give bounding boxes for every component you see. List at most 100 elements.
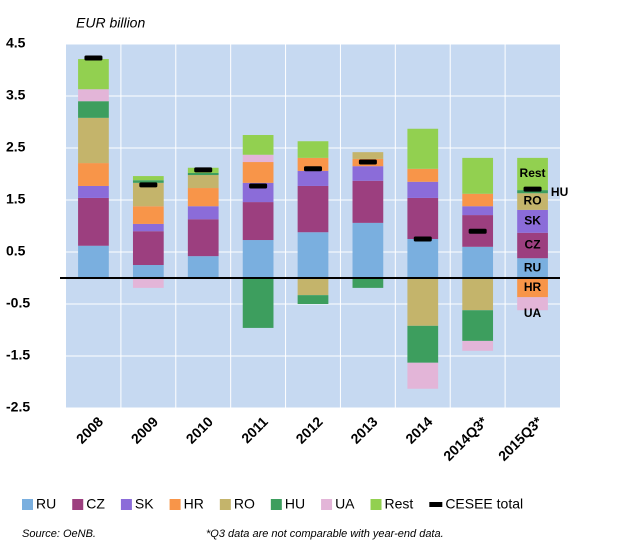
legend-label: CZ — [86, 496, 105, 512]
segment-label: CZ — [525, 238, 541, 252]
y-tick-label: 0.5 — [6, 243, 26, 259]
y-axis-label: EUR billion — [76, 15, 145, 31]
bar-segment — [407, 239, 439, 278]
bar-segment — [297, 232, 329, 278]
bar-segment — [78, 197, 109, 246]
bar-segment — [407, 325, 439, 363]
bar-segment — [462, 206, 494, 216]
bar-segment — [187, 188, 219, 207]
bar-segment — [78, 185, 109, 198]
bar-segment — [352, 180, 384, 223]
legend-swatch — [72, 499, 84, 510]
bar-segment — [242, 135, 274, 155]
bar-segment — [297, 295, 329, 304]
bar-segment — [297, 185, 329, 233]
bar-segment — [78, 101, 109, 118]
segment-label: SK — [524, 213, 541, 227]
bar-segment — [407, 362, 439, 389]
bar-segment — [132, 176, 164, 181]
segment-label: HU — [551, 185, 568, 199]
bar-segment — [132, 182, 164, 207]
legend-swatch — [429, 502, 443, 507]
bar-segment — [187, 219, 219, 257]
bar-segment — [462, 193, 494, 207]
bar-segment — [407, 128, 439, 169]
legend-swatch — [370, 499, 382, 510]
bar-segment — [352, 222, 384, 278]
legend-swatch — [22, 499, 33, 510]
bar-segment — [517, 190, 548, 194]
segment-label: Rest — [520, 166, 546, 180]
x-tick-label: 2011 — [238, 413, 271, 446]
legend-label: Rest — [385, 496, 414, 512]
total-marker — [249, 183, 268, 189]
segment-label: RU — [524, 260, 541, 274]
legend-swatch — [169, 499, 181, 510]
segment-label: UA — [524, 306, 542, 320]
bar-segment — [242, 154, 274, 163]
y-tick-label: -0.5 — [6, 295, 30, 311]
bar-segment — [78, 59, 109, 90]
bar-segment — [517, 232, 548, 259]
x-tick-label: 2010 — [183, 413, 216, 446]
bar-segment — [132, 278, 164, 288]
bar-segment — [132, 223, 164, 232]
bar-segment — [517, 193, 548, 210]
bar-segment — [462, 278, 494, 311]
bar-segment — [78, 245, 109, 278]
bar-segment — [517, 258, 548, 278]
bar-segment — [407, 168, 439, 182]
bar-segment — [187, 256, 219, 278]
bar-segment — [407, 181, 439, 198]
y-tick-label: 1.5 — [6, 191, 26, 207]
bar-segment — [407, 278, 439, 326]
legend-label: CESEE total — [445, 496, 523, 512]
bar-segment — [462, 310, 494, 341]
x-tick-label: 2014Q3* — [440, 413, 491, 464]
y-tick-label: -2.5 — [6, 399, 30, 415]
bar-segment — [187, 175, 219, 189]
segment-label: RO — [524, 194, 542, 208]
bar-segment — [242, 240, 274, 278]
y-tick-label: -1.5 — [6, 347, 30, 363]
legend-label: UA — [335, 496, 355, 512]
total-marker — [523, 186, 542, 192]
bar-segment — [462, 246, 494, 278]
bar-segment — [462, 340, 494, 351]
bar-segment — [242, 278, 274, 328]
bar-segment — [242, 202, 274, 241]
bar-segment — [517, 297, 548, 311]
total-marker — [468, 228, 487, 234]
bar-segment — [517, 209, 548, 233]
bar-segment — [78, 89, 109, 102]
bar-segment — [517, 157, 548, 191]
legend-label: SK — [135, 496, 154, 512]
segment-label: HR — [524, 280, 542, 294]
x-tick-label: 2012 — [292, 413, 325, 446]
total-marker — [413, 236, 432, 242]
legend-swatch — [270, 499, 282, 510]
legend-label: HR — [184, 496, 204, 512]
bar-segment — [352, 166, 384, 181]
bar-segment — [187, 172, 219, 176]
total-marker — [139, 182, 158, 188]
x-tick-label: 2008 — [73, 413, 106, 446]
x-tick-label: 2013 — [347, 413, 380, 446]
y-tick-label: 3.5 — [6, 87, 26, 103]
legend-label: HU — [285, 496, 305, 512]
x-tick-label: 2014 — [402, 413, 435, 446]
total-marker — [84, 55, 103, 61]
bar-segment — [132, 231, 164, 265]
bar-segment — [78, 163, 109, 186]
bar-segment — [297, 170, 329, 186]
bar-segment — [462, 157, 494, 194]
x-tick-label: 2015Q3* — [495, 413, 546, 464]
legend-label: RU — [36, 496, 56, 512]
bar-segment — [352, 152, 384, 159]
legend-label: RO — [234, 496, 255, 512]
bar-segment — [297, 278, 329, 296]
bar-segment — [132, 265, 164, 278]
y-tick-label: 4.5 — [6, 35, 26, 51]
legend-swatch — [219, 499, 231, 510]
